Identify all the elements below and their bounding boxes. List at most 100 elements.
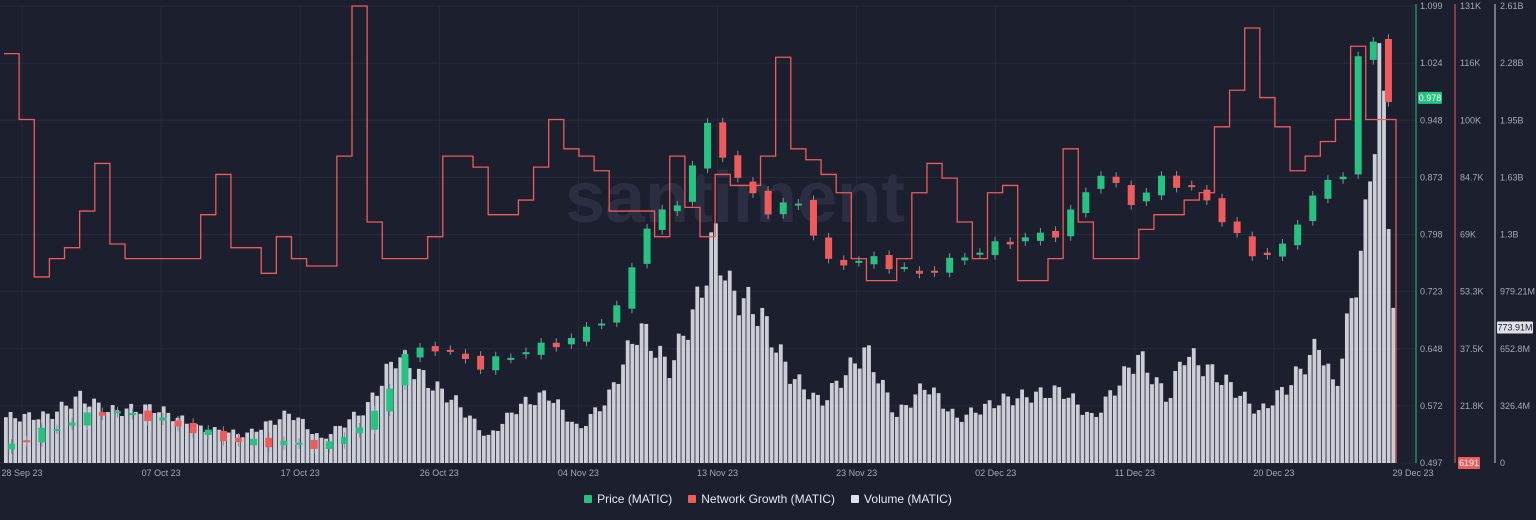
volume-bar (932, 387, 936, 463)
price-candle (1067, 209, 1075, 237)
volume-bar (760, 307, 765, 463)
price-candle (991, 241, 999, 256)
legend-item-volume[interactable]: Volume (MATIC) (851, 492, 952, 506)
volume-bar (987, 400, 992, 463)
volume-bar (1034, 391, 1038, 463)
volume-bar (287, 413, 291, 463)
price-candle (1127, 185, 1135, 206)
volume-axis-tick: 1.63B (1500, 172, 1524, 182)
volume-bar (528, 404, 533, 463)
volume-bar (1006, 396, 1011, 463)
volume-bar (857, 368, 862, 463)
volume-bar (245, 432, 250, 463)
legend-item-price[interactable]: Price (MATIC) (584, 492, 672, 506)
volume-axis-tick: 979.21M (1500, 287, 1535, 297)
volume-bar (87, 406, 92, 463)
volume-bar (1052, 385, 1057, 463)
volume-bar (992, 408, 997, 463)
volume-bar (941, 408, 946, 463)
volume-bar (792, 379, 797, 463)
price-candle (235, 437, 243, 443)
volume-bar (1386, 229, 1391, 463)
volume-bar (843, 375, 848, 463)
volume-bar (68, 408, 73, 463)
legend-item-network-growth[interactable]: Network Growth (MATIC) (688, 492, 835, 506)
volume-bar (964, 414, 969, 463)
chart-legend: Price (MATIC) Network Growth (MATIC) Vol… (0, 487, 1536, 511)
price-candle (1052, 230, 1060, 238)
volume-bar (811, 392, 816, 463)
price-candle (98, 412, 106, 416)
volume-bar (133, 411, 138, 463)
volume-bar (727, 270, 732, 463)
price-candle (113, 411, 121, 414)
volume-bar (1280, 387, 1284, 463)
volume-bar (291, 420, 296, 463)
volume-bar (1317, 350, 1321, 463)
price-candle (537, 342, 545, 355)
date-axis-tick: 02 Dec 23 (975, 468, 1016, 478)
volume-bar (73, 396, 78, 463)
volume-axis-tick: 2.61B (1500, 1, 1524, 11)
volume-current-badge-bg (1497, 321, 1533, 334)
price-candle (507, 357, 515, 360)
volume-bar (1112, 395, 1117, 463)
volume-bar (602, 405, 607, 463)
price-candle (1006, 241, 1014, 245)
volume-bar (769, 347, 774, 463)
volume-bar (969, 407, 973, 463)
volume-bar (1182, 365, 1187, 463)
volume-bar (1117, 385, 1122, 463)
volume-bar (430, 390, 435, 463)
volume-bar (13, 418, 18, 463)
volume-axis-tick: 2.28B (1500, 58, 1524, 68)
price-candle (931, 270, 939, 273)
volume-bar (899, 404, 904, 463)
volume-bar (305, 429, 310, 463)
volume-bar (440, 388, 444, 463)
volume-bar (834, 380, 839, 463)
volume-bar (1020, 389, 1024, 463)
volume-bar (597, 411, 602, 463)
volume-bar (1252, 413, 1256, 463)
volume-bar (1085, 411, 1089, 463)
volume-bar (1382, 90, 1386, 464)
volume-bar (1015, 398, 1020, 463)
volume-bar (1140, 351, 1145, 463)
volume-bar (1057, 387, 1062, 463)
price-candle (613, 305, 621, 323)
price-candle (658, 209, 666, 230)
volume-bar (509, 412, 514, 463)
price-candle (174, 420, 182, 427)
volume-bar (611, 382, 616, 463)
price-candle (1157, 175, 1165, 196)
volume-bar (449, 399, 454, 463)
date-axis-tick: 23 Nov 23 (836, 468, 877, 478)
legend-label-price: Price (MATIC) (597, 492, 673, 506)
network-growth-current-badge-bg (1458, 457, 1480, 469)
volume-bar (1331, 379, 1335, 463)
volume-bar (468, 415, 472, 463)
volume-bar (1024, 397, 1029, 463)
volume-bar (1266, 408, 1270, 463)
price-candle (1248, 236, 1256, 257)
network-growth-axis-tick: 100K (1460, 115, 1481, 125)
volume-bar (867, 345, 871, 463)
volume-bar (124, 408, 129, 463)
volume-bar (120, 415, 124, 463)
volume-bar (1233, 397, 1238, 463)
volume-bar (217, 429, 222, 463)
volume-bar (1029, 402, 1034, 463)
volume-bar (797, 374, 802, 463)
volume-bar (718, 275, 723, 463)
volume-bar (1270, 405, 1275, 463)
network-growth-axis-tick: 116K (1460, 58, 1480, 68)
volume-bar (890, 412, 895, 463)
price-axis-tick: 1.099 (1420, 1, 1443, 11)
volume-bar (778, 344, 783, 463)
volume-bar (486, 434, 491, 463)
volume-bar (936, 393, 941, 463)
volume-bar (338, 425, 342, 463)
volume-bar (1215, 382, 1219, 463)
price-candle (280, 440, 288, 446)
